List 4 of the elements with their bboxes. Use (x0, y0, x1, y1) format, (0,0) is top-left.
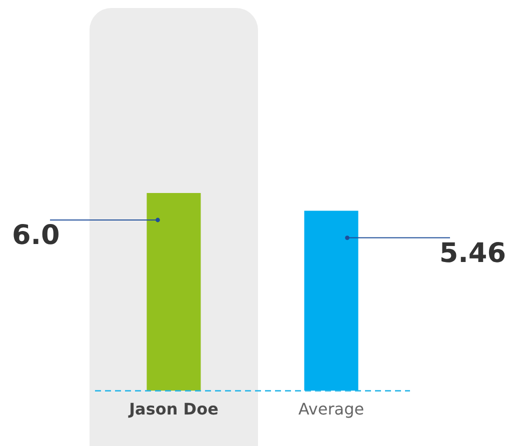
data-label: 5.46 (439, 238, 506, 269)
x-tick-label: Jason Doe (128, 400, 219, 419)
x-tick-label: Average (298, 400, 364, 419)
data-label: 6.0 (12, 220, 60, 252)
